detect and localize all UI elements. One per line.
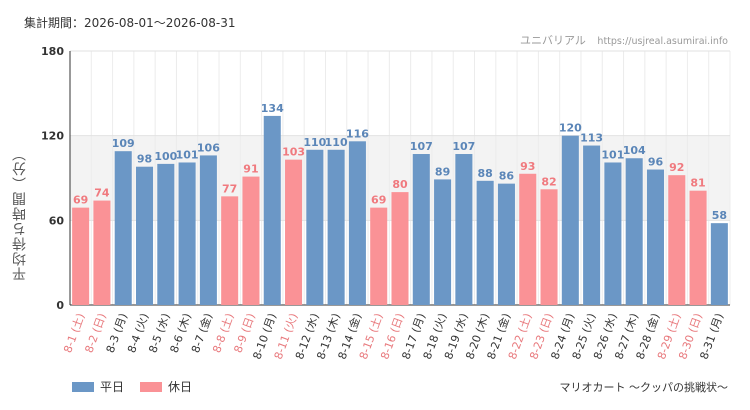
bar[interactable]: [625, 158, 643, 305]
bar[interactable]: [72, 207, 90, 305]
bar[interactable]: [412, 154, 430, 305]
bar[interactable]: [306, 149, 324, 305]
bar-value-label: 110: [325, 136, 348, 149]
bar-value-label: 98: [137, 153, 152, 166]
bar-value-label: 134: [261, 102, 284, 115]
attraction-name: マリオカート 〜クッパの挑戦状〜: [559, 381, 729, 394]
bar[interactable]: [370, 207, 388, 305]
bar-value-label: 91: [243, 163, 258, 176]
bar-value-label: 96: [648, 156, 664, 169]
bar[interactable]: [221, 196, 239, 305]
y-tick-label: 120: [41, 130, 64, 143]
bar[interactable]: [242, 176, 260, 305]
bar-value-label: 77: [222, 182, 237, 195]
bar[interactable]: [646, 169, 664, 305]
bar-value-label: 82: [541, 175, 556, 188]
bar-value-label: 106: [197, 141, 220, 154]
bar-value-label: 81: [690, 177, 705, 190]
period-label: 集計期間：2026-08-01〜2026-08-31: [24, 16, 236, 30]
bar[interactable]: [391, 192, 409, 305]
bar[interactable]: [327, 149, 345, 305]
bar[interactable]: [178, 162, 196, 305]
bar-value-label: 104: [623, 144, 646, 157]
bar[interactable]: [540, 189, 558, 305]
bar[interactable]: [455, 154, 473, 305]
site-name: ユニバリアル: [520, 34, 586, 47]
bar[interactable]: [519, 173, 537, 305]
bar[interactable]: [114, 151, 132, 305]
y-tick-label: 0: [56, 299, 64, 312]
bar-value-label: 80: [392, 178, 408, 191]
bar-value-label: 69: [371, 194, 386, 207]
bar[interactable]: [583, 145, 601, 305]
bar-value-label: 101: [601, 148, 624, 161]
bar[interactable]: [497, 183, 515, 305]
legend-item-weekday[interactable]: 平日: [72, 378, 124, 395]
legend: 平日 休日: [72, 378, 192, 395]
bar[interactable]: [285, 159, 303, 305]
bar-value-label: 93: [520, 160, 535, 173]
plot-band-top: [70, 51, 730, 136]
legend-swatch-holiday: [140, 381, 163, 392]
bar-value-label: 86: [499, 170, 515, 183]
site-url[interactable]: https://usjreal.asumirai.info: [597, 36, 728, 47]
legend-label-weekday: 平日: [100, 380, 125, 394]
legend-item-holiday[interactable]: 休日: [140, 378, 192, 395]
bar[interactable]: [710, 223, 728, 305]
bar[interactable]: [668, 175, 686, 305]
bar-value-label: 109: [112, 137, 135, 150]
site-credit: ユニバリアル https://usjreal.asumirai.info: [520, 32, 728, 48]
bar-value-label: 100: [154, 150, 177, 163]
bar-value-label: 107: [410, 140, 433, 153]
bar[interactable]: [136, 166, 154, 305]
bar-value-label: 101: [176, 148, 199, 161]
bar[interactable]: [561, 135, 579, 305]
y-tick-label: 60: [49, 214, 65, 227]
legend-swatch-weekday: [72, 381, 94, 392]
bar-value-label: 116: [346, 127, 369, 140]
bar-value-label: 107: [452, 140, 475, 153]
bar-value-label: 74: [94, 187, 110, 200]
bar[interactable]: [93, 200, 111, 305]
bar[interactable]: [348, 141, 366, 305]
bar[interactable]: [604, 162, 622, 305]
bar[interactable]: [689, 190, 707, 305]
bar-value-label: 88: [478, 167, 493, 180]
bar[interactable]: [434, 179, 452, 305]
bar-value-label: 92: [669, 161, 684, 174]
bar-value-label: 69: [73, 194, 88, 207]
bar[interactable]: [476, 180, 494, 305]
bar-value-label: 89: [435, 165, 450, 178]
bar[interactable]: [263, 115, 281, 306]
bar-value-label: 58: [712, 209, 727, 222]
bar[interactable]: [157, 163, 175, 305]
y-tick-label: 180: [41, 45, 64, 58]
bar-value-label: 113: [580, 132, 603, 145]
bar-value-label: 110: [303, 136, 326, 149]
bar-value-label: 103: [282, 146, 305, 159]
legend-label-holiday: 休日: [168, 380, 193, 394]
bar-value-label: 120: [559, 122, 582, 135]
bar[interactable]: [199, 155, 217, 305]
